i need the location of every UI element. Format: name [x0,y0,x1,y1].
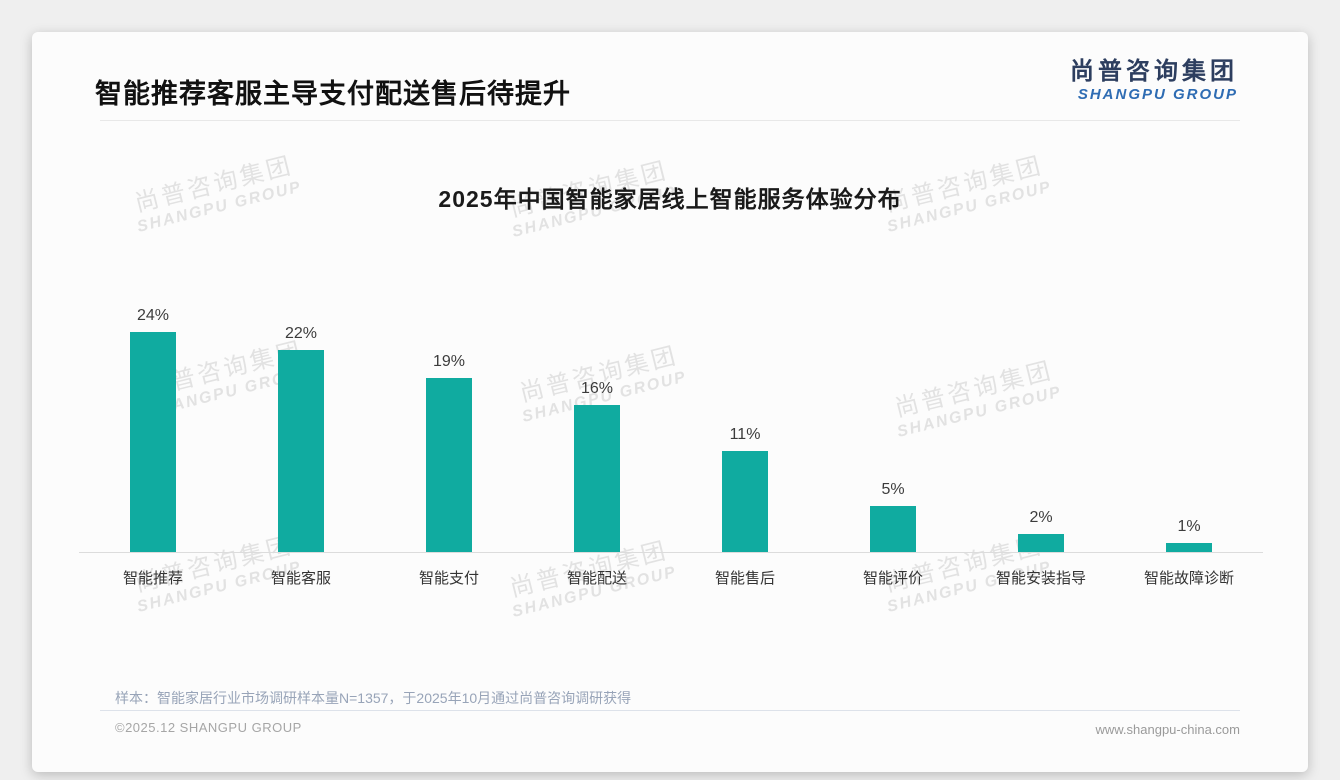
bar-value-label: 5% [881,481,905,499]
bar-value-label: 24% [136,307,170,324]
bar-value-label: 22% [284,325,318,343]
logo-english-text: SHANGPU GROUP [1077,86,1238,103]
bar [1166,542,1212,552]
category-label: 智能推荐 [122,570,183,587]
bar-column: 5% [819,232,967,552]
bar-column: 16% [523,232,671,552]
chart-category-axis: 智能推荐 智能客服 智能支付 智能配送 智能售后 智能评价 智能安装指导 智能故障诊断 [79,567,1263,588]
bar-column: 19% [375,232,523,552]
logo-chinese-text: 尚普咨询集团 [1070,58,1238,85]
category-label: 智能支付 [418,570,479,587]
chart-title: 2025年中国智能家居线上智能服务体验分布 [438,186,902,212]
bar-value-label: 11% [729,426,761,444]
bar [870,506,916,552]
bar-value-label: 2% [1029,508,1053,526]
page-title: 智能推荐客服主导支付配送售后待提升 [95,79,571,109]
slide-card: 尚普咨询集团 SHANGPU GROUP 尚普咨询集团 SHANGPU GROUP 尚普… [32,32,1308,772]
bar-chart: 24% 22% 19% 16% 11% 5% 2% 1% [79,232,1263,553]
bar-value-label: 19% [432,352,466,370]
bar [1018,533,1064,552]
header-divider [100,120,1240,121]
category-label: 智能售后 [714,570,775,587]
bar-column: 1% [1115,232,1263,552]
copyright-text: ©2025.12 SHANGPU GROUP [115,720,302,735]
category-label: 智能安装指导 [995,570,1086,587]
bar [722,451,768,552]
category-label: 智能配送 [566,570,627,587]
sample-note: 样本：智能家居行业市场调研样本量N=1357，于2025年10月通过尚普咨询调研… [115,690,632,706]
company-logo: 尚普咨询集团 SHANGPU GROUP [1070,58,1238,104]
bar-column: 2% [967,232,1115,552]
bar-column: 22% [227,232,375,552]
website-text: www.shangpu-china.com [1095,722,1240,737]
category-label: 智能故障诊断 [1143,570,1234,587]
footer-divider [100,710,1240,711]
category-label: 智能评价 [862,570,923,587]
bar [130,332,176,552]
bar [574,405,620,552]
bar-column: 11% [671,232,819,552]
bar-value-label: 1% [1177,517,1201,535]
bar [426,377,472,552]
bar-column: 24% [79,232,227,552]
category-label: 智能客服 [270,570,331,587]
bar [278,350,324,552]
bar-value-label: 16% [580,380,614,398]
